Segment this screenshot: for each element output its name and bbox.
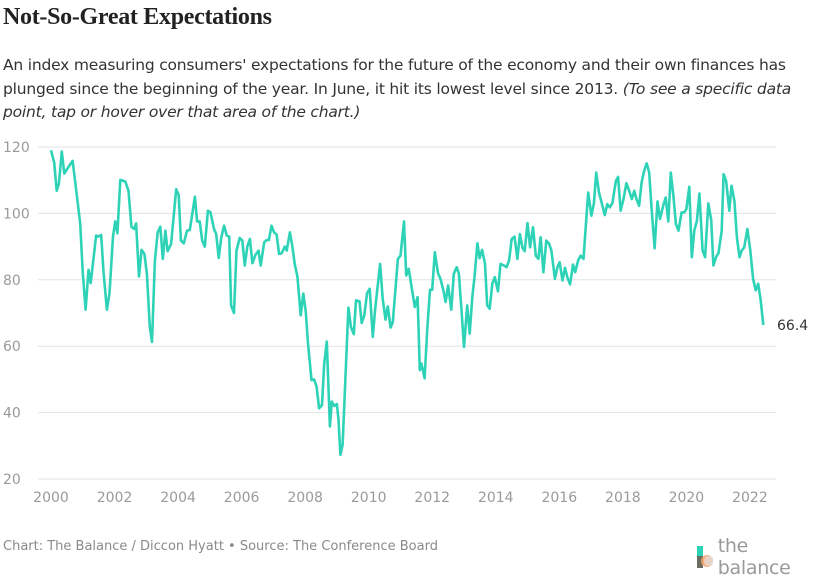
logo-mark-icon (697, 546, 713, 568)
y-tick-label: 120 (3, 140, 30, 156)
x-tick-label: 2004 (160, 490, 196, 506)
the-balance-logo: the balance (697, 535, 825, 579)
x-tick-label: 2008 (287, 490, 323, 506)
end-value-label: 66.4 (777, 318, 808, 334)
x-tick-label: 2014 (478, 490, 514, 506)
y-tick-label: 20 (3, 472, 21, 488)
x-tick-label: 2006 (224, 490, 260, 506)
y-tick-label: 100 (3, 206, 30, 222)
x-tick-label: 2002 (97, 490, 133, 506)
subtitle-note: (To see a specific data point, tap or ho… (3, 79, 792, 122)
subtitle-text: An index measuring consumers' expectatio… (3, 56, 786, 98)
chart-title: Not-So-Great Expectations (3, 4, 272, 30)
y-tick-label: 40 (3, 406, 21, 422)
series-line[interactable] (49, 149, 765, 457)
logo-text: the balance (717, 535, 791, 579)
y-axis-ticks: 20 40 60 80 100 120 (3, 140, 30, 488)
x-tick-label: 2018 (605, 490, 641, 506)
source-credit: Chart: The Balance / Diccon Hyatt • Sour… (3, 539, 438, 554)
y-tick-label: 80 (3, 273, 21, 289)
chart-subtitle: An index measuring consumers' expectatio… (3, 54, 825, 125)
x-tick-label: 2010 (351, 490, 387, 506)
x-tick-label: 2020 (669, 490, 705, 506)
x-tick-label: 2022 (732, 490, 768, 506)
x-tick-label: 2016 (541, 490, 577, 506)
gridlines (38, 146, 776, 480)
x-tick-label: 2012 (414, 490, 450, 506)
x-tick-label: 2000 (33, 490, 69, 506)
x-axis-ticks: 2000 2002 2004 2006 2008 2010 2012 2014 2016 2018… (33, 490, 768, 506)
y-tick-label: 60 (3, 339, 21, 355)
